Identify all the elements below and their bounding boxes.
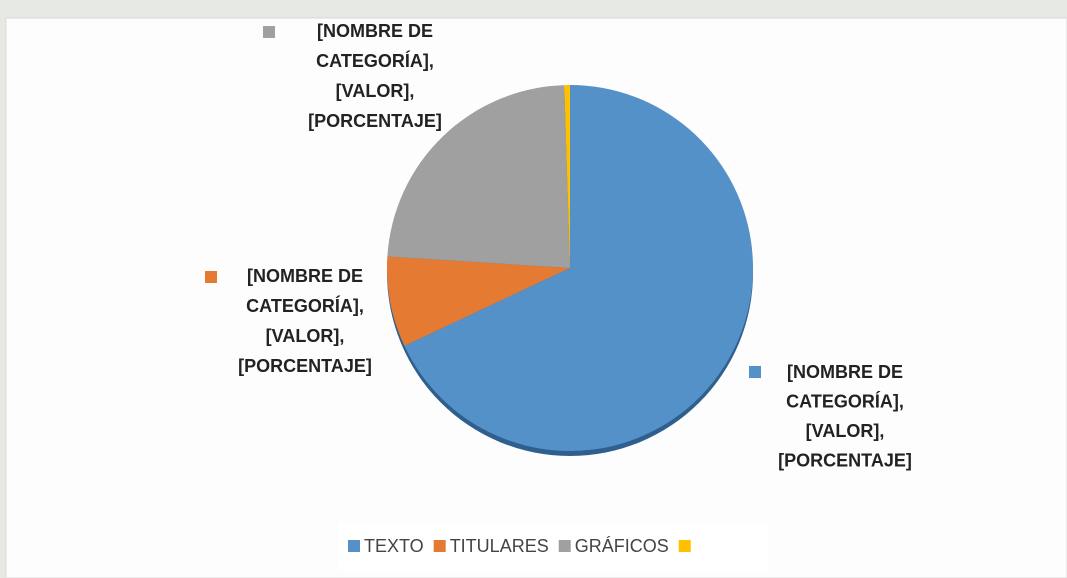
legend-swatch xyxy=(348,540,360,552)
pie-slice xyxy=(387,85,570,268)
annotation-text: [VALOR], xyxy=(266,326,345,346)
pie-slice xyxy=(404,85,753,451)
legend-label: TITULARES xyxy=(450,536,549,556)
legend-swatch xyxy=(558,540,571,552)
annotation-text: [VALOR], xyxy=(806,421,885,441)
legend-box xyxy=(338,522,768,570)
annotation-text: [NOMBRE DE xyxy=(247,266,363,286)
annotation-marker xyxy=(749,366,761,378)
annotation-text: [VALOR], xyxy=(336,81,415,101)
annotation-marker xyxy=(263,26,275,38)
pie-slice xyxy=(564,85,570,268)
legend-swatch xyxy=(678,540,691,552)
annotation-marker xyxy=(205,271,217,283)
annotation-text: CATEGORÍA], xyxy=(316,50,434,71)
legend-swatch xyxy=(433,540,446,552)
annotation-text: [PORCENTAJE] xyxy=(308,111,442,131)
annotation-text: CATEGORÍA], xyxy=(786,390,904,411)
annotation-text: [NOMBRE DE xyxy=(317,21,433,41)
annotation-text: CATEGORÍA], xyxy=(246,295,364,316)
legend-label: TEXTO xyxy=(364,536,424,556)
pie-slice xyxy=(387,256,570,346)
annotation-text: [PORCENTAJE] xyxy=(238,356,372,376)
legend-label: GRÁFICOS xyxy=(575,536,669,556)
annotation-text: [PORCENTAJE] xyxy=(778,450,912,470)
annotation-text: [NOMBRE DE xyxy=(787,362,903,382)
